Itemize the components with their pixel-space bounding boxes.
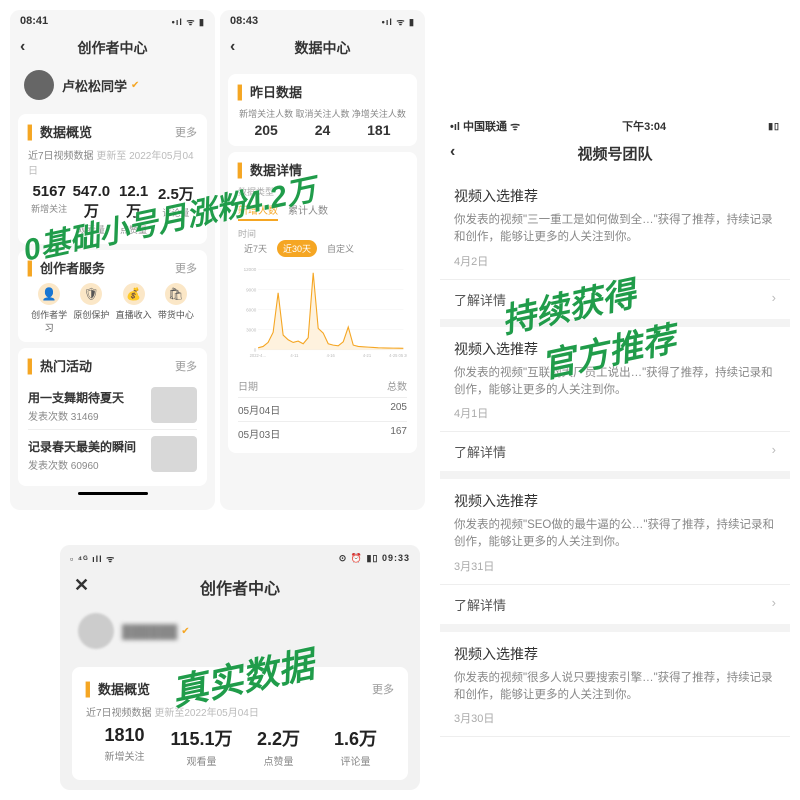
status-battery: ▮▯ — [768, 121, 780, 132]
nav-bar: ‹ 数据中心 — [220, 32, 425, 68]
activity-item[interactable]: 用一支舞期待夏天发表次数 31469 — [28, 381, 197, 429]
back-icon[interactable]: ‹ — [20, 38, 25, 56]
service-grid: 👤创作者学习🛡原创保护💰直播收入🛍带货中心 — [28, 283, 197, 334]
close-icon[interactable]: ✕ — [74, 575, 89, 596]
status-icons: •ıl ᯤ ▮ — [172, 15, 205, 28]
more-link[interactable]: 更多 — [175, 358, 197, 374]
notification-list: 视频入选推荐你发表的视频"三一重工是如何做到全…"获得了推荐，持续记录和创作，能… — [440, 174, 790, 737]
stat-col: 115.1万观看量 — [163, 725, 240, 768]
chevron-right-icon: › — [772, 595, 776, 614]
svg-text:9000: 9000 — [246, 287, 257, 292]
status-bar: ▫ ⁴ᴳ ıll ᯤ ⊙ ⏰ ▮▯ 09:33 — [60, 545, 420, 571]
user-row[interactable]: 卢松松同学 ✔ — [10, 68, 215, 108]
yesterday-card: ▍昨日数据 新增关注人数205取消关注人数24净增关注人数181 — [228, 74, 417, 146]
notification-item[interactable]: 视频入选推荐你发表的视频"三一重工是如何做到全…"获得了推荐，持续记录和创作，能… — [440, 174, 790, 280]
stat-col: 1.6万评论量 — [317, 725, 394, 768]
status-icons: •ıl ᯤ ▮ — [382, 15, 415, 28]
range-opt[interactable]: 近30天 — [277, 240, 317, 257]
line-chart: 12000 9000 6000 3000 02022-4… 4-11 4-16 4-21 4-2… — [238, 261, 407, 371]
service-item[interactable]: 👤创作者学习 — [28, 283, 70, 334]
stat-col: 新增关注人数205 — [238, 107, 294, 138]
th-total: 总数 — [387, 378, 407, 393]
overview-title: 数据概览 — [40, 125, 92, 140]
yesterday-title: 昨日数据 — [250, 85, 302, 100]
status-time: 08:41 — [20, 15, 48, 27]
data-table: 日期 总数 05月04日20505月03日167 — [238, 374, 407, 445]
status-carrier: •ıl 中国联通 ᯤ — [450, 118, 520, 134]
table-row: 05月03日167 — [238, 421, 407, 445]
yesterday-stats: 新增关注人数205取消关注人数24净增关注人数181 — [238, 107, 407, 138]
nav-title: 数据中心 — [295, 40, 351, 56]
more-link[interactable]: 更多 — [372, 681, 394, 697]
verified-icon: ✔ — [131, 80, 139, 91]
nav-bar: ‹ 创作者中心 — [10, 32, 215, 68]
svg-text:2022-4…: 2022-4… — [250, 353, 267, 358]
svg-text:4-11: 4-11 — [290, 353, 299, 358]
overview-title: 数据概览 — [98, 682, 150, 697]
more-link[interactable]: 更多 — [175, 124, 197, 140]
svg-text:12000: 12000 — [244, 267, 257, 272]
status-bar: •ıl 中国联通 ᯤ 下午3:04 ▮▯ — [440, 115, 790, 137]
service-item[interactable]: 🛍带货中心 — [155, 283, 197, 334]
avatar — [24, 70, 54, 100]
nav-bar: ‹ 视频号团队 — [440, 137, 790, 174]
detail-link[interactable]: 了解详情› — [440, 585, 790, 632]
back-icon[interactable]: ‹ — [450, 143, 455, 161]
overview-stats: 1810新增关注115.1万观看量2.2万点赞量1.6万评论量 — [86, 725, 394, 768]
notification-item[interactable]: 视频入选推荐你发表的视频"很多人说只要搜索引擎…"获得了推荐，持续记录和创作，能… — [440, 632, 790, 738]
table-row: 05月04日205 — [238, 397, 407, 421]
status-bar: 08:43 •ıl ᯤ ▮ — [220, 10, 425, 32]
overview-sub: 近7日视频数据 更新至2022年05月04日 — [86, 704, 394, 719]
service-item[interactable]: 🛡原创保护 — [70, 283, 112, 334]
svg-text:0: 0 — [254, 348, 257, 353]
stat-col: 1810新增关注 — [86, 725, 163, 768]
svg-text:6000: 6000 — [246, 307, 257, 312]
svg-text:4-25 05 2022…: 4-25 05 2022… — [389, 353, 407, 358]
stat-col: 取消关注人数24 — [294, 107, 350, 138]
verified-icon: ✔ — [181, 626, 189, 637]
nav-title: 视频号团队 — [577, 146, 652, 163]
range-opt[interactable]: 自定义 — [321, 240, 360, 257]
service-item[interactable]: 💰直播收入 — [113, 283, 155, 334]
chevron-right-icon: › — [772, 290, 776, 309]
status-time: 下午3:04 — [622, 118, 666, 134]
more-link[interactable]: 更多 — [175, 260, 197, 276]
avatar — [78, 613, 114, 649]
nav-bar: ✕ 创作者中心 — [60, 571, 420, 611]
chevron-right-icon: › — [772, 442, 776, 461]
status-right: ⊙ ⏰ ▮▯ 09:33 — [339, 553, 410, 564]
svg-text:4-21: 4-21 — [363, 353, 372, 358]
notification-item[interactable]: 视频入选推荐你发表的视频"SEO做的最牛逼的公…"获得了推荐，持续记录和创作，能… — [440, 479, 790, 585]
range-selector[interactable]: 近7天近30天自定义 — [238, 240, 407, 257]
stat-col: 2.2万点赞量 — [240, 725, 317, 768]
nav-title: 创作者中心 — [200, 581, 280, 598]
svg-text:3000: 3000 — [246, 328, 257, 333]
stat-col: 净增关注人数181 — [351, 107, 407, 138]
range-label: 时间 — [238, 227, 407, 240]
status-bar: 08:41 •ıl ᯤ ▮ — [10, 10, 215, 32]
home-indicator — [78, 492, 148, 495]
hot-card: ▍热门活动更多 用一支舞期待夏天发表次数 31469记录春天最美的瞬间发表次数 … — [18, 348, 207, 486]
back-icon[interactable]: ‹ — [230, 38, 235, 56]
hot-title: 热门活动 — [40, 359, 92, 374]
status-time: 08:43 — [230, 15, 258, 27]
phone-notifications: •ıl 中国联通 ᯤ 下午3:04 ▮▯ ‹ 视频号团队 视频入选推荐你发表的视… — [440, 115, 790, 795]
detail-link[interactable]: 了解详情› — [440, 432, 790, 479]
status-left: ▫ ⁴ᴳ ıll ᯤ — [70, 552, 115, 565]
activity-item[interactable]: 记录春天最美的瞬间发表次数 60960 — [28, 429, 197, 478]
th-date: 日期 — [238, 378, 258, 393]
thumbnail — [151, 436, 197, 472]
nav-title: 创作者中心 — [78, 40, 148, 56]
thumbnail — [151, 387, 197, 423]
username: ██████ — [122, 624, 177, 639]
svg-text:4-16: 4-16 — [327, 353, 336, 358]
phone-data-center: 08:43 •ıl ᯤ ▮ ‹ 数据中心 ▍昨日数据 新增关注人数205取消关注… — [220, 10, 425, 510]
range-opt[interactable]: 近7天 — [238, 240, 273, 257]
overview-sub: 近7日视频数据 更新至 2022年05月04日 — [28, 147, 197, 177]
username: 卢松松同学 — [62, 76, 127, 95]
